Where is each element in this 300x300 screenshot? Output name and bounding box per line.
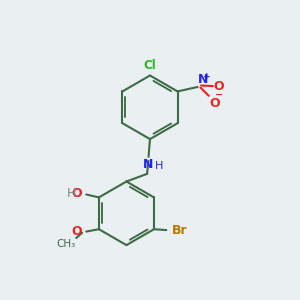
Text: CH₃: CH₃ (56, 239, 75, 249)
Text: O: O (71, 188, 82, 200)
Text: Cl: Cl (144, 59, 156, 72)
Text: −: − (214, 90, 223, 100)
Text: N: N (143, 158, 154, 171)
Text: +: + (203, 72, 211, 81)
Text: N: N (198, 73, 208, 86)
Text: Br: Br (172, 224, 187, 237)
Text: O: O (210, 97, 220, 110)
Text: H: H (67, 188, 76, 200)
Text: O: O (214, 80, 224, 93)
Text: O: O (71, 225, 82, 238)
Text: H: H (154, 161, 163, 171)
